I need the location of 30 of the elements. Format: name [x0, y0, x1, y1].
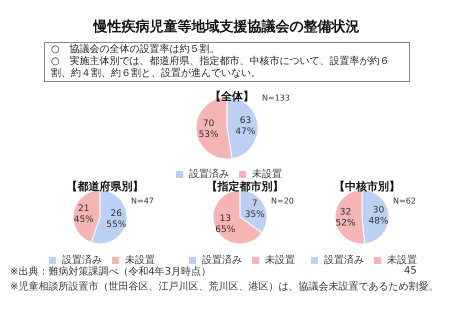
legend-label: 設置済み	[324, 254, 364, 266]
data-label: 7 35%	[244, 199, 266, 220]
legend-label: 設置済み	[62, 254, 102, 266]
chart-title: 【全体】	[210, 90, 254, 103]
text: ※出典：難病対策課調べ（令和4年3月時点）	[10, 266, 212, 278]
chart-title: 【都道府県別】	[66, 180, 144, 193]
text: N=133	[262, 94, 290, 102]
legend-label: 未設置	[125, 254, 155, 266]
text: 慢性疾病児童等地域支援協議会の整備状況	[92, 18, 360, 36]
legend-label: 未設置	[252, 168, 282, 180]
data-label: 26 55%	[106, 209, 127, 230]
text: N=62	[393, 196, 416, 206]
text: N=20	[271, 196, 294, 206]
text: 45	[404, 266, 417, 276]
text: ※児童相談所設置市（世田谷区、江戸川区、荒川区、港区）は、協議会未設置であるため割愛。	[10, 280, 438, 292]
data-label: 70 53%	[198, 119, 220, 140]
legend-label: 設置済み	[202, 254, 242, 266]
text: N=47	[131, 196, 154, 206]
chart-title: 【中核市別】	[334, 180, 400, 193]
data-label: 13 65%	[215, 214, 236, 235]
legend-label: 未設置	[387, 254, 417, 266]
text: ○ 協議会の全体の設置率は約５割。	[51, 44, 221, 56]
legend-label: 設置済み	[189, 168, 229, 180]
data-label: 21 45%	[74, 204, 94, 225]
text: ○ 実施主体別では、都道府県、指定都市、中核市について、設置率が約６割、約４割、約６割と、設置が進んでいない。	[51, 56, 391, 80]
legend-label: 未設置	[265, 254, 295, 266]
data-label: 32 52%	[336, 207, 356, 228]
data-label: 30 48%	[368, 206, 389, 227]
chart-title: 【指定都市別】	[206, 180, 284, 193]
data-label: 63 47%	[235, 116, 256, 137]
